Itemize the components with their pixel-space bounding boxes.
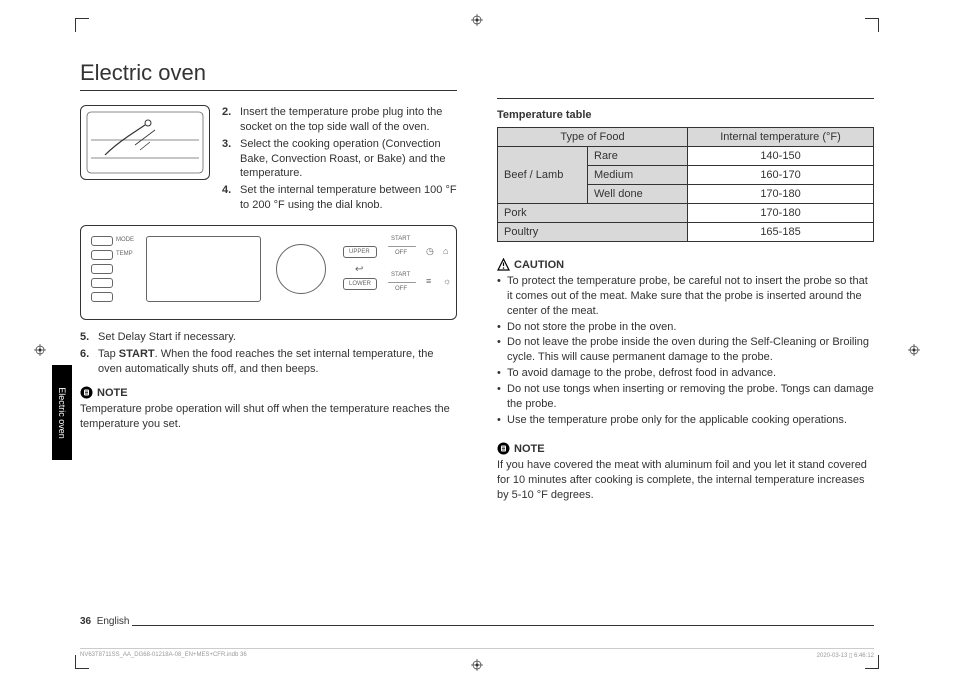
step-text: Select the cooking operation (Convection…: [240, 137, 457, 182]
column-divider: [497, 98, 874, 99]
panel-label: LOWER: [349, 281, 371, 287]
page-content: Electric oven 2.Insert the temperature p…: [80, 60, 874, 633]
note-icon: [80, 386, 93, 399]
step-number: 3.: [222, 137, 236, 182]
print-date: 2020-03-13 ▯ 6:46:12: [817, 652, 874, 659]
caution-item: Do not store the probe in the oven.: [497, 320, 874, 335]
back-icon: ↩: [355, 264, 363, 275]
note-text: If you have covered the meat with alumin…: [497, 458, 874, 503]
timer-icon: ◷: [426, 246, 434, 257]
table-cell: 140-150: [688, 147, 874, 166]
temperature-table: Type of Food Internal temperature (°F) B…: [497, 127, 874, 242]
caution-heading: CAUTION: [497, 258, 874, 271]
section-tab: Electric oven: [52, 365, 72, 460]
steps-list-a: 2.Insert the temperature probe plug into…: [222, 105, 457, 215]
step-text: Tap START. When the food reaches the set…: [98, 347, 457, 377]
table-cell: Poultry: [498, 223, 688, 242]
table-cell: Well done: [588, 185, 688, 204]
page-number: 36: [80, 616, 91, 627]
footer-rule: [132, 625, 874, 626]
figure-probe-insert: [80, 105, 210, 180]
crop-mark: [865, 18, 879, 32]
table-cell: 170-180: [688, 204, 874, 223]
caution-item: Do not leave the probe inside the oven d…: [497, 335, 874, 365]
panel-label: OFF: [395, 286, 407, 292]
lock-icon: ⌂: [443, 246, 448, 256]
table-header: Type of Food: [498, 128, 688, 147]
step-number: 6.: [80, 347, 94, 377]
note-heading: NOTE: [497, 442, 874, 455]
step-number: 4.: [222, 183, 236, 213]
step-text: Set Delay Start if necessary.: [98, 330, 457, 345]
intro-row: 2.Insert the temperature probe plug into…: [80, 105, 457, 215]
crop-mark: [75, 18, 89, 32]
page-number-block: 36 English: [80, 616, 130, 627]
note-heading: NOTE: [80, 386, 457, 399]
registration-mark-icon: [908, 344, 920, 356]
print-file: NV63T8711SS_AA_DG68-01218A-08_EN+MES+CFR…: [80, 652, 247, 659]
step-item: 4.Set the internal temperature between 1…: [222, 183, 457, 213]
page-language: English: [97, 616, 130, 627]
registration-mark-icon: [471, 659, 483, 671]
table-header: Internal temperature (°F): [688, 128, 874, 147]
step-number: 5.: [80, 330, 94, 345]
panel-label: START: [391, 272, 410, 278]
table-cell: Rare: [588, 147, 688, 166]
step-item: 5. Set Delay Start if necessary.: [80, 330, 457, 345]
caution-label: CAUTION: [514, 259, 564, 271]
column-left: Electric oven 2.Insert the temperature p…: [80, 60, 457, 633]
table-cell: Medium: [588, 166, 688, 185]
section-tab-label: Electric oven: [57, 387, 67, 439]
note-label: NOTE: [514, 443, 545, 455]
column-right: Temperature table Type of Food Internal …: [497, 60, 874, 633]
caution-item: To protect the temperature probe, be car…: [497, 274, 874, 319]
steps-list-b: 5. Set Delay Start if necessary. 6.Tap ST…: [80, 330, 457, 379]
table-cell: 165-185: [688, 223, 874, 242]
light-icon: ☼: [443, 276, 451, 286]
caution-icon: [497, 258, 510, 271]
registration-mark-icon: [34, 344, 46, 356]
panel-label: UPPER: [349, 249, 370, 255]
table-cell: 170-180: [688, 185, 874, 204]
caution-list: To protect the temperature probe, be car…: [497, 274, 874, 428]
note-text: Temperature probe operation will shut of…: [80, 402, 457, 432]
step-item: 2.Insert the temperature probe plug into…: [222, 105, 457, 135]
panel-label: TEMP: [116, 251, 133, 257]
page-title: Electric oven: [80, 60, 457, 91]
step-number: 2.: [222, 105, 236, 135]
table-cell: Pork: [498, 204, 688, 223]
table-title: Temperature table: [497, 109, 874, 121]
figure-control-panel: MODE TEMP UPPER LOWER ↩ START OFF START: [80, 225, 457, 320]
print-info-bar: NV63T8711SS_AA_DG68-01218A-08_EN+MES+CFR…: [80, 648, 874, 659]
caution-item: Use the temperature probe only for the a…: [497, 413, 874, 428]
menu-icon: ≡: [426, 276, 431, 286]
note-icon: [497, 442, 510, 455]
panel-label: MODE: [116, 237, 134, 243]
step-text: Set the internal temperature between 100…: [240, 183, 457, 213]
table-cell: Beef / Lamb: [498, 147, 588, 204]
note-label: NOTE: [97, 387, 128, 399]
panel-label: START: [391, 236, 410, 242]
step-item: 3.Select the cooking operation (Convecti…: [222, 137, 457, 182]
registration-mark-icon: [471, 14, 483, 26]
table-cell: 160-170: [688, 166, 874, 185]
caution-item: To avoid damage to the probe, defrost fo…: [497, 366, 874, 381]
caution-item: Do not use tongs when inserting or remov…: [497, 382, 874, 412]
panel-label: OFF: [395, 250, 407, 256]
step-text: Insert the temperature probe plug into t…: [240, 105, 457, 135]
step-item: 6.Tap START. When the food reaches the s…: [80, 347, 457, 377]
